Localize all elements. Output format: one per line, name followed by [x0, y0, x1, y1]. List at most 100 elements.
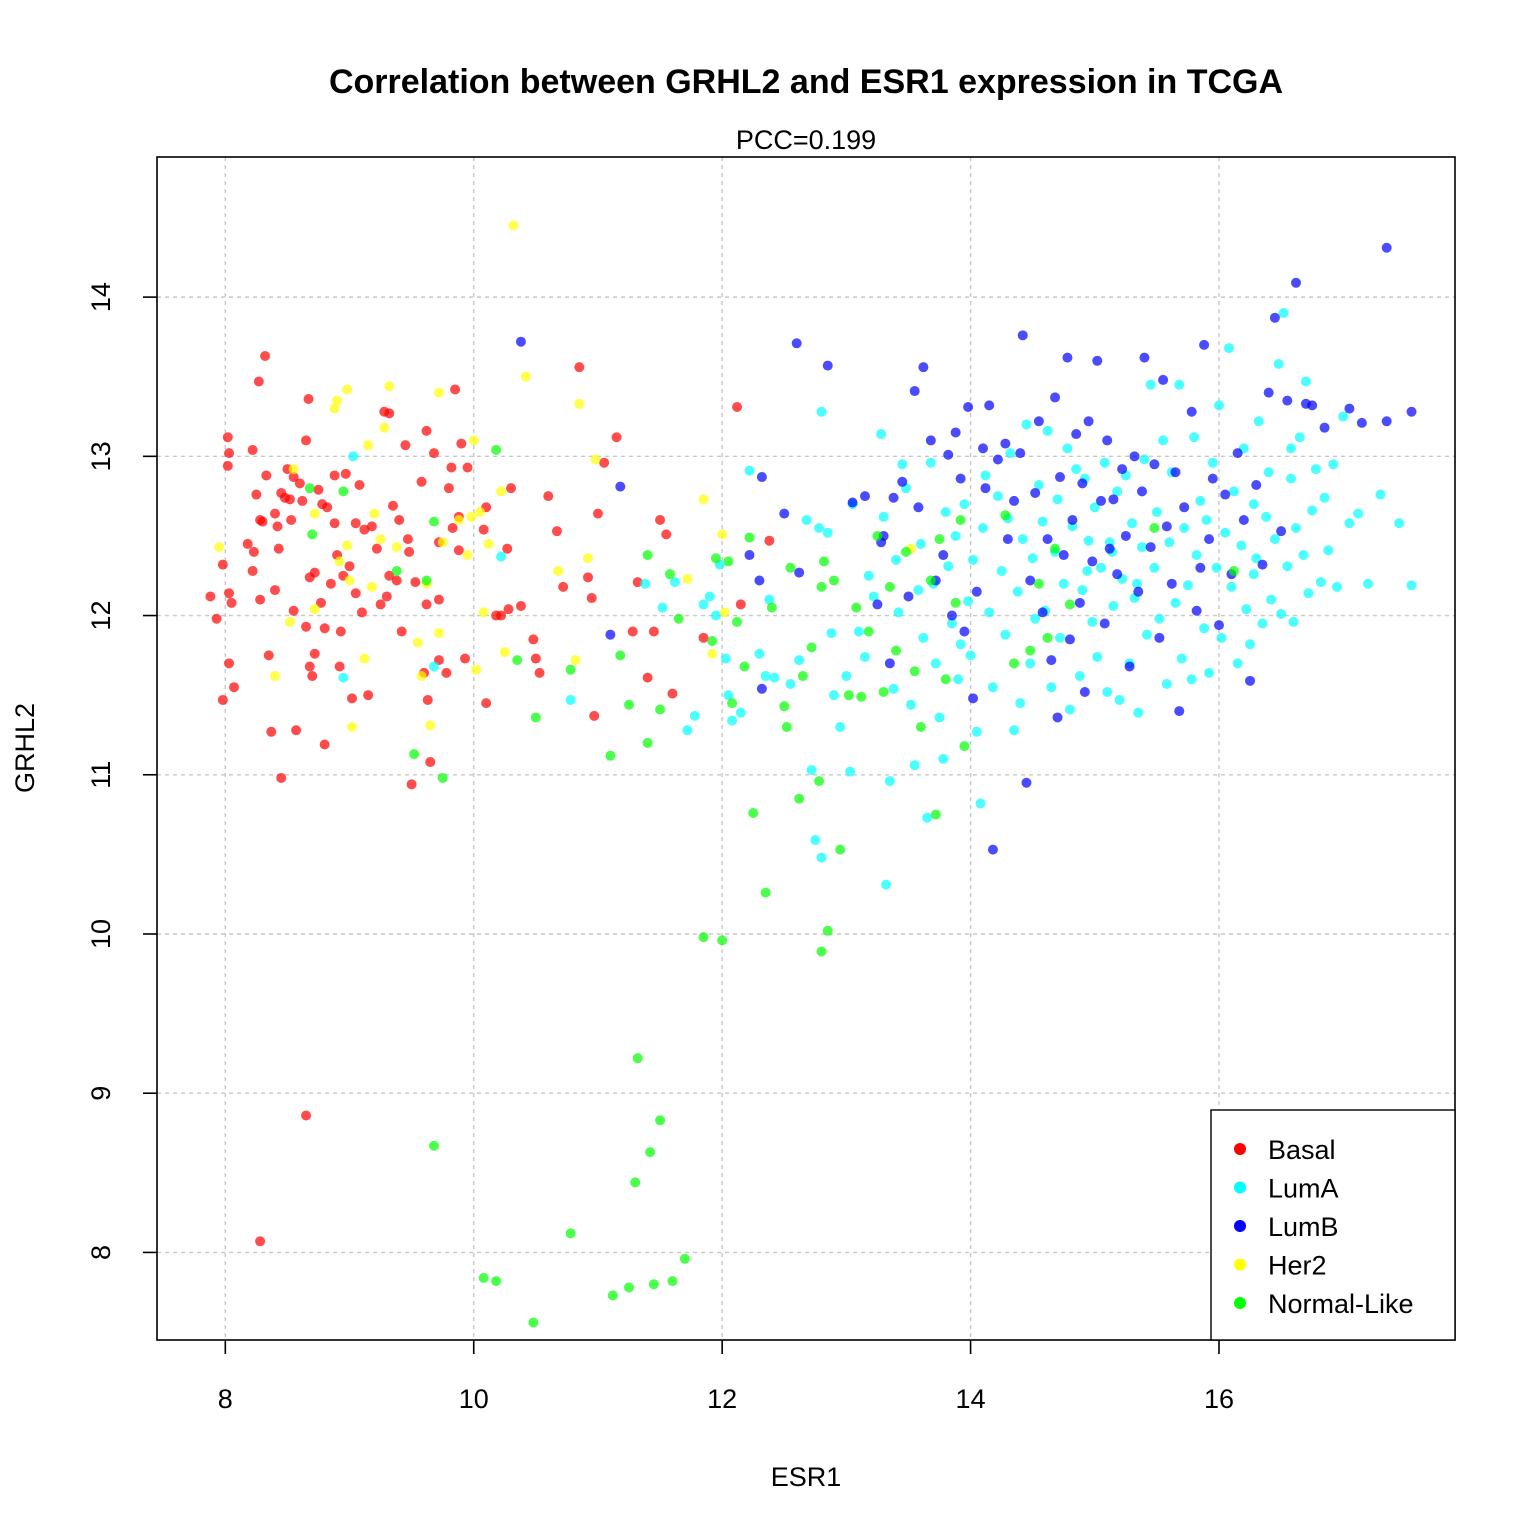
data-point: [878, 511, 889, 522]
data-point: [406, 779, 417, 790]
data-point: [1064, 599, 1075, 610]
data-point: [303, 394, 314, 405]
data-point: [794, 655, 805, 666]
data-point: [720, 653, 731, 664]
data-point: [284, 494, 295, 505]
data-point: [350, 588, 361, 599]
data-point: [1291, 277, 1302, 288]
data-point: [433, 387, 444, 398]
data-point: [528, 634, 539, 645]
data-point: [396, 626, 407, 637]
data-point: [950, 427, 961, 438]
data-point: [515, 600, 526, 611]
data-point: [1092, 355, 1103, 366]
data-point: [1211, 562, 1222, 573]
data-point: [1067, 515, 1078, 526]
data-point: [224, 448, 235, 459]
data-point: [272, 521, 283, 532]
data-point: [384, 408, 395, 419]
data-point: [570, 655, 581, 666]
data-point: [615, 481, 626, 492]
data-point: [872, 530, 883, 541]
data-point: [938, 753, 949, 764]
data-point: [946, 618, 957, 629]
data-point: [334, 661, 345, 672]
data-point: [446, 462, 457, 473]
data-point: [1120, 530, 1131, 541]
data-point: [918, 362, 929, 373]
data-point: [987, 844, 998, 855]
data-point: [925, 457, 936, 468]
data-point: [422, 694, 433, 705]
data-point: [835, 844, 846, 855]
data-point: [1186, 674, 1197, 685]
data-point: [1139, 454, 1150, 465]
data-point: [478, 524, 489, 535]
data-point: [1195, 495, 1206, 506]
x-tick-label: 14: [956, 1384, 986, 1414]
data-point: [1381, 416, 1392, 427]
data-point: [1353, 508, 1364, 519]
data-point: [913, 502, 924, 513]
data-point: [615, 650, 626, 661]
data-point: [301, 621, 312, 632]
data-point: [1077, 478, 1088, 489]
legend-label: Her2: [1268, 1251, 1327, 1281]
data-point: [460, 653, 471, 664]
data-point: [366, 581, 377, 592]
data-point: [534, 667, 545, 678]
data-point: [565, 664, 576, 675]
data-point: [391, 575, 402, 586]
data-point: [1228, 565, 1239, 576]
data-point: [592, 508, 603, 519]
data-point: [443, 483, 454, 494]
data-point: [1232, 658, 1243, 669]
data-point: [1092, 651, 1103, 662]
x-axis-label: ESR1: [771, 1462, 842, 1492]
data-point: [1102, 435, 1113, 446]
y-axis-label: GRHL2: [10, 703, 40, 793]
data-point: [381, 591, 392, 602]
legend-label: Basal: [1268, 1135, 1336, 1165]
data-point: [483, 538, 494, 549]
data-point: [938, 550, 949, 561]
data-point: [1136, 486, 1147, 497]
data-point: [853, 626, 864, 637]
data-point: [679, 1253, 690, 1264]
data-point: [1375, 489, 1386, 500]
data-point: [491, 1276, 502, 1287]
data-point: [574, 398, 585, 409]
data-point: [925, 575, 936, 586]
data-point: [543, 491, 554, 502]
data-point: [1033, 479, 1044, 490]
data-point: [217, 559, 228, 570]
data-point: [1363, 578, 1374, 589]
data-point: [851, 602, 862, 613]
data-point: [707, 636, 718, 647]
data-point: [329, 403, 340, 414]
data-point: [416, 476, 427, 487]
data-point: [655, 704, 666, 715]
data-point: [366, 521, 377, 532]
data-point: [655, 515, 666, 526]
data-point: [1000, 438, 1011, 449]
data-point: [909, 760, 920, 771]
data-point: [1291, 522, 1302, 533]
data-point: [338, 486, 349, 497]
data-point: [369, 508, 380, 519]
data-point: [1228, 486, 1239, 497]
data-point: [1062, 352, 1073, 363]
data-point: [756, 683, 767, 694]
data-point: [1052, 494, 1063, 505]
data-point: [682, 725, 693, 736]
data-point: [909, 666, 920, 677]
data-point: [515, 336, 526, 347]
legend-marker: [1234, 1258, 1246, 1271]
data-point: [447, 522, 458, 533]
data-point: [260, 351, 271, 362]
data-point: [1151, 507, 1162, 518]
x-tick-label: 16: [1204, 1384, 1234, 1414]
data-point: [669, 577, 680, 588]
data-point: [224, 588, 235, 599]
